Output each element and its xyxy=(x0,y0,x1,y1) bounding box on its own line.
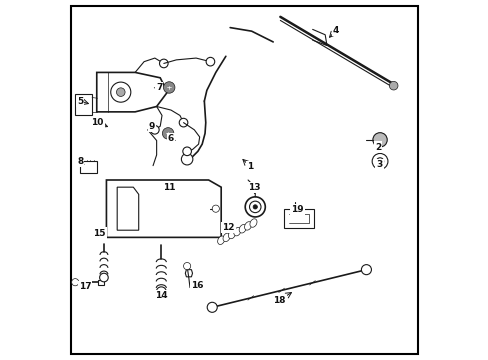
Text: 11: 11 xyxy=(163,183,175,192)
Circle shape xyxy=(207,302,217,312)
Circle shape xyxy=(163,82,175,93)
Circle shape xyxy=(179,118,187,127)
Circle shape xyxy=(244,197,265,217)
Circle shape xyxy=(150,126,159,134)
Ellipse shape xyxy=(249,219,257,227)
Polygon shape xyxy=(106,180,221,237)
Circle shape xyxy=(212,205,219,212)
Circle shape xyxy=(156,287,166,297)
Text: 15: 15 xyxy=(93,229,105,238)
Polygon shape xyxy=(80,161,97,173)
Text: 8: 8 xyxy=(77,157,83,166)
Circle shape xyxy=(72,279,79,286)
Ellipse shape xyxy=(239,225,246,233)
Circle shape xyxy=(388,81,397,90)
Circle shape xyxy=(376,158,383,165)
Text: 7: 7 xyxy=(156,83,162,92)
Ellipse shape xyxy=(233,228,241,236)
Ellipse shape xyxy=(244,222,251,230)
Polygon shape xyxy=(97,72,167,112)
Text: 19: 19 xyxy=(291,205,303,214)
Polygon shape xyxy=(185,270,192,277)
Circle shape xyxy=(361,265,371,275)
Circle shape xyxy=(206,57,214,66)
Ellipse shape xyxy=(228,230,235,239)
Circle shape xyxy=(372,133,386,147)
Text: 2: 2 xyxy=(374,143,380,152)
Ellipse shape xyxy=(217,236,224,244)
Circle shape xyxy=(371,153,387,169)
Text: 18: 18 xyxy=(273,296,285,305)
Circle shape xyxy=(162,128,174,139)
Circle shape xyxy=(100,273,108,282)
Circle shape xyxy=(183,147,191,156)
Polygon shape xyxy=(98,280,104,285)
Text: 6: 6 xyxy=(167,134,174,143)
Circle shape xyxy=(159,59,168,68)
Text: 16: 16 xyxy=(190,281,203,290)
Circle shape xyxy=(116,88,125,96)
Text: 1: 1 xyxy=(246,162,252,171)
Text: 3: 3 xyxy=(375,161,382,170)
Text: 14: 14 xyxy=(155,291,167,300)
Circle shape xyxy=(183,262,190,270)
Circle shape xyxy=(249,201,261,213)
Text: 12: 12 xyxy=(222,223,234,232)
Polygon shape xyxy=(284,209,314,228)
Text: 5: 5 xyxy=(77,96,83,105)
Text: 13: 13 xyxy=(248,183,260,192)
Text: 4: 4 xyxy=(332,26,339,35)
Circle shape xyxy=(253,205,257,209)
Circle shape xyxy=(110,82,131,102)
Circle shape xyxy=(181,153,192,165)
Text: 9: 9 xyxy=(148,122,155,131)
Polygon shape xyxy=(117,187,139,230)
Text: 17: 17 xyxy=(79,282,91,291)
Ellipse shape xyxy=(223,233,230,242)
Text: 10: 10 xyxy=(91,118,103,127)
